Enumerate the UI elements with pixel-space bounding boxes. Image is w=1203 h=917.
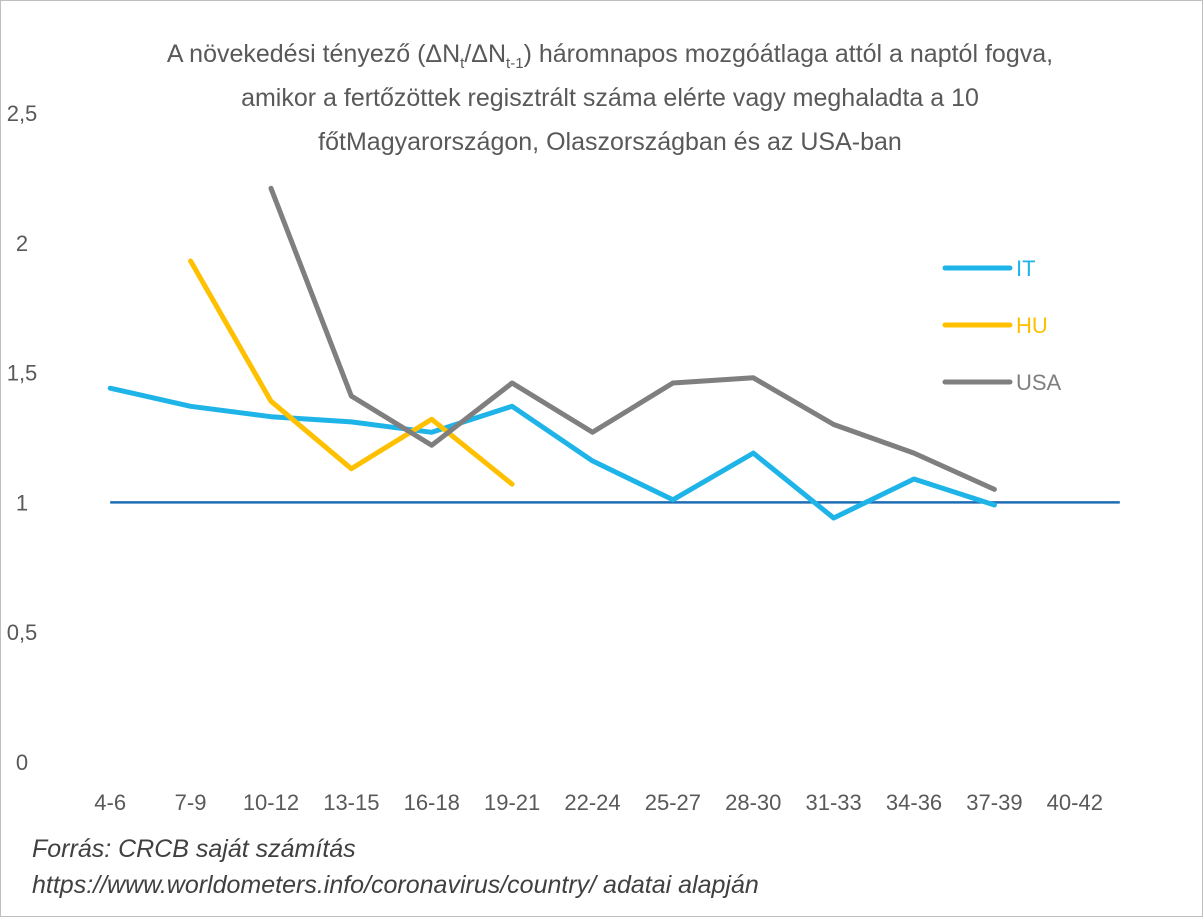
series-line-usa	[268, 185, 997, 492]
series-lines	[107, 185, 1120, 521]
source-label: Forrás: CRCB saját számítás	[32, 835, 356, 863]
x-axis-labels: 4-6 7-9 10-12 13-15 16-18 19-21 22-24 25-27 28-3…	[94, 790, 1103, 815]
y-tick-label: 0	[16, 750, 28, 775]
x-tick-label: 7-9	[175, 790, 207, 815]
x-tick-label: 37-39	[966, 790, 1022, 815]
title-text: /ΔN	[464, 40, 507, 68]
x-tick-label: 28-30	[725, 790, 781, 815]
y-tick-label: 2	[16, 231, 28, 256]
title-text: ) háromnapos mozgóátlaga attól a naptól …	[241, 40, 1054, 156]
legend-label-it: IT	[1016, 256, 1036, 281]
title-subscript: t-1	[506, 55, 524, 72]
x-tick-label: 4-6	[94, 790, 126, 815]
x-tick-label: 16-18	[404, 790, 460, 815]
legend: IT HU USA	[942, 256, 1062, 395]
source-url: https://www.worldometers.info/coronaviru…	[32, 871, 759, 899]
legend-label-hu: HU	[1016, 313, 1048, 338]
title-text: A növekedési tényező (ΔN	[166, 40, 461, 68]
y-tick-label: 1,5	[7, 361, 38, 386]
x-tick-label: 40-42	[1047, 790, 1103, 815]
x-tick-label: 34-36	[886, 790, 942, 815]
x-tick-label: 31-33	[806, 790, 862, 815]
x-tick-label: 13-15	[323, 790, 379, 815]
series-line-hu	[188, 258, 515, 487]
x-tick-label: 10-12	[243, 790, 299, 815]
y-tick-label: 0,5	[7, 620, 38, 645]
chart-title: A növekedési tényező (ΔNt/ΔNt-1) háromna…	[130, 32, 1090, 164]
title-subscript: t	[460, 55, 465, 72]
x-tick-label: 25-27	[645, 790, 701, 815]
y-tick-label: 1	[16, 490, 28, 515]
y-axis-labels: 0 0,5 1 1,5 2 2,5	[7, 101, 38, 775]
legend-label-usa: USA	[1016, 370, 1062, 395]
x-tick-label: 19-21	[484, 790, 540, 815]
series-line-it	[107, 385, 997, 521]
y-tick-label: 2,5	[7, 101, 38, 126]
x-tick-label: 22-24	[564, 790, 620, 815]
